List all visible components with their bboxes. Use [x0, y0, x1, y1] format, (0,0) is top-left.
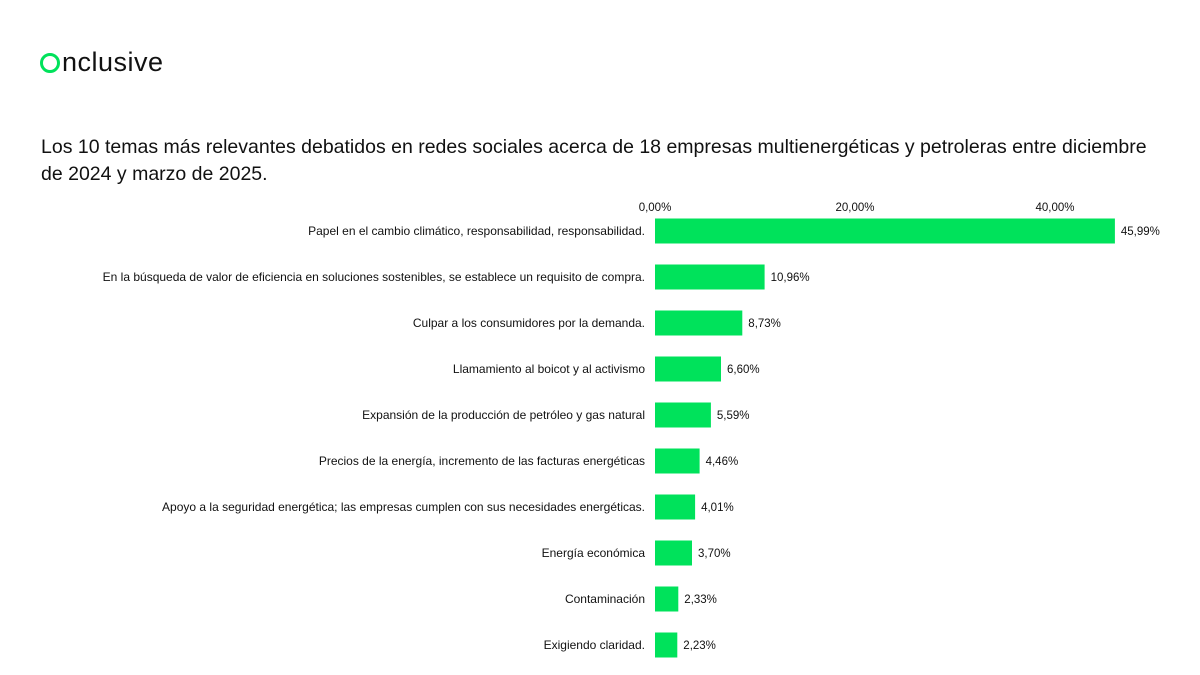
- category-label: En la búsqueda de valor de eficiencia en…: [103, 270, 645, 284]
- data-label: 3,70%: [698, 548, 731, 560]
- data-label: 2,23%: [683, 640, 716, 652]
- category-label: Llamamiento al boicot y al activismo: [453, 362, 645, 376]
- bar: [655, 540, 692, 566]
- logo-text: nclusive: [62, 47, 164, 77]
- data-label: 2,33%: [684, 594, 717, 606]
- bar: [655, 310, 743, 336]
- bar: [655, 356, 721, 382]
- axis-tick-label: 40,00%: [1035, 202, 1074, 214]
- category-label: Energía económica: [542, 546, 646, 560]
- axis-tick-label: 0,00%: [639, 202, 672, 214]
- data-label: 4,46%: [706, 456, 739, 468]
- data-label: 5,59%: [717, 410, 750, 422]
- ring-o-icon: [40, 53, 60, 73]
- category-label: Apoyo a la seguridad energética; las emp…: [162, 500, 645, 514]
- category-label: Exigiendo claridad.: [544, 638, 645, 652]
- bar: [655, 632, 678, 658]
- bar: [655, 218, 1115, 244]
- category-label: Expansión de la producción de petróleo y…: [362, 408, 645, 422]
- category-label: Culpar a los consumidores por la demanda…: [413, 316, 645, 330]
- category-label: Papel en el cambio climático, responsabi…: [308, 224, 645, 238]
- bar: [655, 402, 711, 428]
- data-label: 10,96%: [771, 272, 810, 284]
- bar: [655, 448, 700, 474]
- category-label: Precios de la energía, incremento de las…: [319, 454, 645, 468]
- chart-title: Los 10 temas más relevantes debatidos en…: [41, 136, 1147, 185]
- data-label: 45,99%: [1121, 226, 1160, 238]
- category-label: Contaminación: [565, 592, 645, 606]
- bar: [655, 586, 679, 612]
- brand-logo: nclusive: [40, 44, 164, 80]
- data-label: 8,73%: [748, 318, 781, 330]
- bar: [655, 264, 765, 290]
- axis-tick-label: 20,00%: [835, 202, 874, 214]
- data-label: 4,01%: [701, 502, 734, 514]
- bar: [655, 494, 696, 520]
- data-label: 6,60%: [727, 364, 760, 376]
